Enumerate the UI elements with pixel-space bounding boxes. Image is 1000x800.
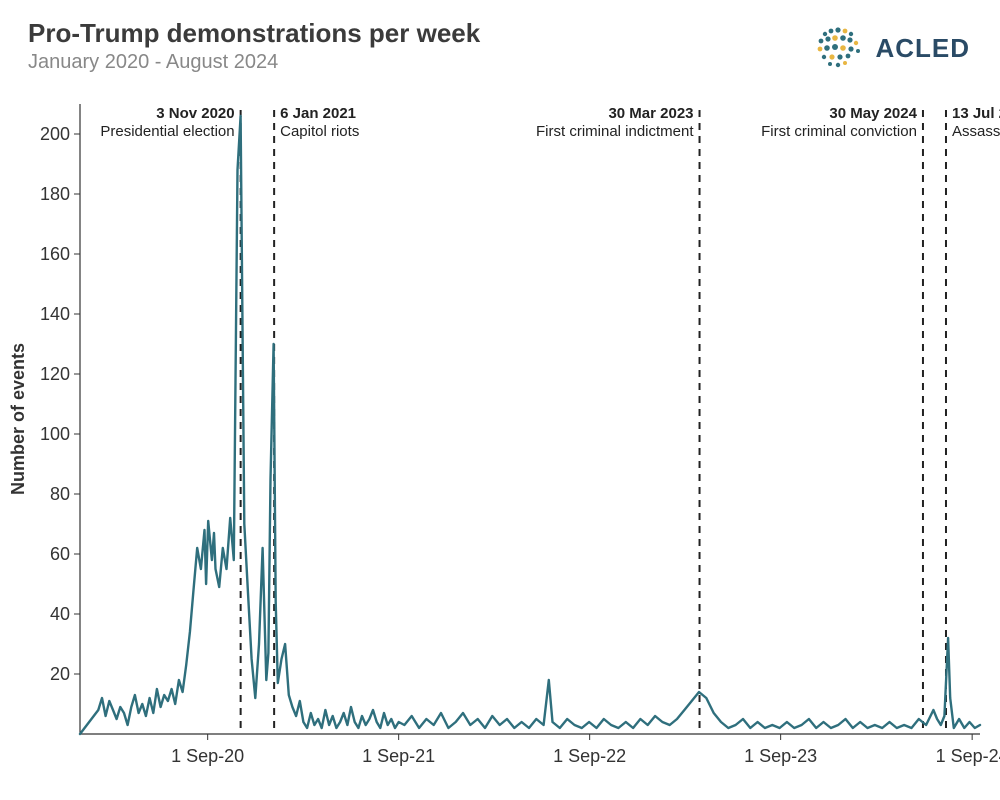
svg-text:160: 160	[40, 244, 70, 264]
svg-text:13 Jul 2024: 13 Jul 2024	[952, 105, 1000, 122]
svg-text:100: 100	[40, 424, 70, 444]
svg-text:Presidential election: Presidential election	[100, 123, 234, 140]
svg-text:30 Mar 2023: 30 Mar 2023	[608, 105, 693, 122]
page-subtitle: January 2020 - August 2024	[28, 51, 480, 74]
svg-text:1 Sep-22: 1 Sep-22	[553, 746, 626, 766]
svg-text:1 Sep-20: 1 Sep-20	[171, 746, 244, 766]
page-title: Pro-Trump demonstrations per week	[28, 18, 480, 49]
svg-text:120: 120	[40, 364, 70, 384]
svg-text:140: 140	[40, 304, 70, 324]
title-block: Pro-Trump demonstrations per week Januar…	[28, 18, 480, 74]
line-chart: 20 40 60 80 100 120 140 160 180 200 1 Sep-20 1 Sep-…	[0, 74, 1000, 794]
svg-text:First criminal indictment: First criminal indictment	[536, 123, 694, 140]
svg-text:200: 200	[40, 124, 70, 144]
chart-area: 20 40 60 80 100 120 140 160 180 200 1 Sep-20 1 Sep-…	[0, 74, 1000, 794]
svg-text:Capitol riots: Capitol riots	[280, 123, 359, 140]
brand-logo-icon	[815, 26, 865, 70]
svg-text:80: 80	[50, 484, 70, 504]
svg-text:1 Sep-21: 1 Sep-21	[362, 746, 435, 766]
header: Pro-Trump demonstrations per week Januar…	[0, 0, 1000, 74]
svg-text:40: 40	[50, 604, 70, 624]
svg-text:6 Jan 2021: 6 Jan 2021	[280, 105, 356, 122]
svg-text:Number of events: Number of events	[8, 343, 28, 495]
brand: ACLED	[815, 18, 970, 74]
svg-text:Assassination attempt: Assassination attempt	[952, 123, 1000, 140]
svg-text:1 Sep-23: 1 Sep-23	[744, 746, 817, 766]
svg-text:First criminal conviction: First criminal conviction	[761, 123, 917, 140]
svg-text:3 Nov 2020: 3 Nov 2020	[156, 105, 234, 122]
svg-text:1 Sep-24: 1 Sep-24	[936, 746, 1000, 766]
svg-text:60: 60	[50, 544, 70, 564]
svg-text:180: 180	[40, 184, 70, 204]
brand-name: ACLED	[875, 33, 970, 64]
svg-text:20: 20	[50, 664, 70, 684]
svg-text:30 May 2024: 30 May 2024	[829, 105, 917, 122]
